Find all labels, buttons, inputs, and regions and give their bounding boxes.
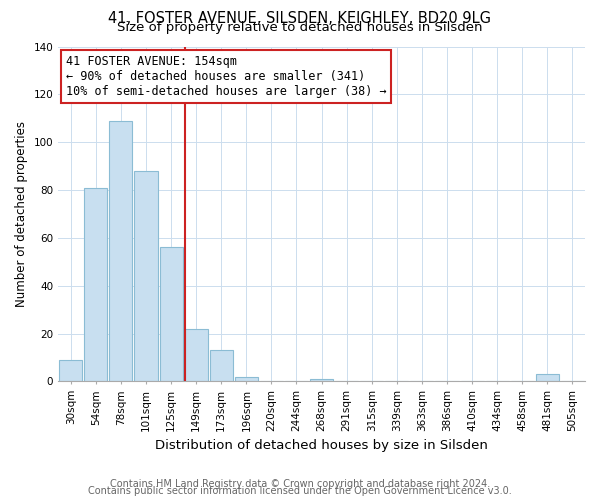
Y-axis label: Number of detached properties: Number of detached properties [15, 121, 28, 307]
Bar [310, 379, 333, 382]
X-axis label: Distribution of detached houses by size in Silsden: Distribution of detached houses by size … [155, 440, 488, 452]
Bar [160, 248, 182, 382]
Bar [185, 329, 208, 382]
Bar [109, 120, 133, 382]
Text: 41 FOSTER AVENUE: 154sqm
← 90% of detached houses are smaller (341)
10% of semi-: 41 FOSTER AVENUE: 154sqm ← 90% of detach… [66, 55, 386, 98]
Text: 41, FOSTER AVENUE, SILSDEN, KEIGHLEY, BD20 9LG: 41, FOSTER AVENUE, SILSDEN, KEIGHLEY, BD… [109, 11, 491, 26]
Bar [209, 350, 233, 382]
Text: Contains HM Land Registry data © Crown copyright and database right 2024.: Contains HM Land Registry data © Crown c… [110, 479, 490, 489]
Bar [235, 376, 258, 382]
Bar [134, 171, 158, 382]
Bar [59, 360, 82, 382]
Bar [536, 374, 559, 382]
Bar [84, 188, 107, 382]
Text: Size of property relative to detached houses in Silsden: Size of property relative to detached ho… [117, 22, 483, 35]
Text: Contains public sector information licensed under the Open Government Licence v3: Contains public sector information licen… [88, 486, 512, 496]
